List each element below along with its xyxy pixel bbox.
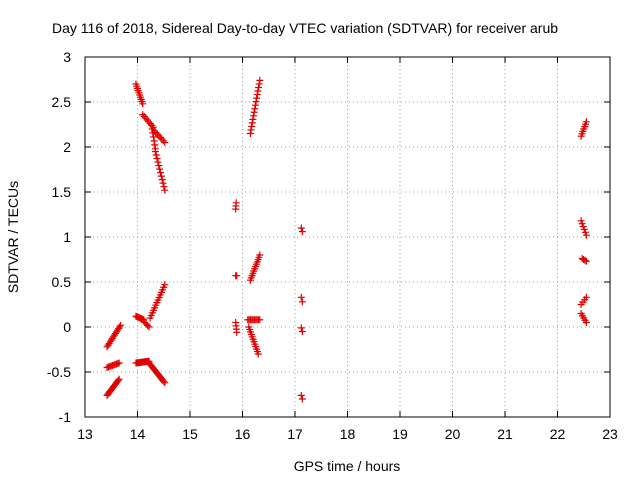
axis-ticks: 13 14 15 16 17 18 19 20 21 22 23 -1 -0.5 0 0.5 1 1.5 2 2.5… — [47, 49, 618, 442]
y-axis-label: SDTVAR / TECUs — [5, 181, 21, 293]
data-point — [297, 324, 305, 332]
data-point — [582, 118, 590, 126]
data-point — [154, 158, 162, 166]
data-point — [160, 377, 168, 385]
data-point — [155, 132, 163, 140]
data-point — [255, 83, 263, 91]
data-point — [152, 151, 160, 159]
data-point — [581, 256, 589, 264]
data-point — [256, 76, 264, 84]
data-point — [254, 87, 262, 95]
data-point — [151, 141, 159, 149]
data-point — [582, 257, 590, 265]
data-point — [161, 139, 169, 146]
data-point — [153, 130, 161, 138]
y-tick-label: 1.5 — [52, 184, 72, 200]
chart-title: Day 116 of 2018, Sidereal Day-to-day VTE… — [52, 20, 558, 36]
data-point — [156, 165, 164, 173]
data-point — [149, 133, 157, 141]
x-tick-label: 19 — [392, 426, 408, 442]
data-point — [251, 105, 259, 113]
data-point — [161, 379, 169, 387]
data-point — [232, 199, 240, 207]
data-points — [103, 76, 590, 403]
data-point — [157, 172, 165, 180]
data-point — [298, 328, 306, 335]
x-tick-label: 17 — [287, 426, 303, 442]
data-point — [298, 228, 306, 236]
data-point — [145, 323, 153, 331]
data-point — [114, 376, 122, 384]
data-point — [248, 119, 256, 127]
data-point — [159, 137, 167, 145]
data-point — [248, 122, 256, 130]
data-point — [153, 155, 161, 163]
data-point — [255, 80, 263, 88]
data-point — [253, 91, 261, 99]
data-point — [161, 281, 169, 289]
data-point — [161, 186, 169, 194]
y-tick-label: 1 — [63, 229, 71, 245]
data-point — [115, 375, 123, 383]
data-point — [144, 322, 152, 329]
data-point — [155, 162, 163, 170]
data-point — [246, 130, 254, 137]
data-point — [253, 94, 261, 102]
data-point — [160, 183, 168, 191]
y-tick-label: 2.5 — [52, 94, 72, 110]
data-point — [159, 179, 167, 187]
x-tick-label: 21 — [497, 426, 513, 442]
x-tick-label: 14 — [130, 426, 146, 442]
data-point — [250, 108, 258, 116]
data-point — [251, 101, 259, 109]
data-point — [150, 137, 158, 145]
data-point — [250, 112, 258, 120]
y-tick-label: 0.5 — [52, 274, 72, 290]
data-point — [151, 148, 159, 155]
data-point — [297, 224, 305, 232]
data-point — [298, 298, 306, 306]
x-tick-label: 23 — [602, 426, 618, 442]
data-point — [249, 115, 257, 123]
y-tick-label: 3 — [63, 49, 71, 65]
y-tick-label: -1 — [59, 409, 72, 425]
data-point — [233, 328, 241, 336]
data-point — [582, 231, 590, 239]
data-point — [158, 135, 166, 143]
data-point — [254, 350, 262, 358]
y-tick-label: -0.5 — [47, 364, 71, 380]
data-point — [233, 272, 241, 280]
x-tick-label: 16 — [235, 426, 251, 442]
data-point — [150, 127, 158, 135]
data-point — [117, 321, 125, 329]
data-point — [158, 176, 166, 184]
x-tick-label: 22 — [550, 426, 566, 442]
data-point — [252, 98, 260, 106]
data-point — [297, 391, 305, 399]
data-point — [582, 293, 590, 301]
data-point — [152, 128, 160, 136]
data-point — [298, 395, 306, 403]
x-axis-label: GPS time / hours — [294, 458, 401, 474]
data-point — [256, 251, 264, 259]
data-point — [582, 319, 590, 326]
y-tick-label: 0 — [63, 319, 71, 335]
data-point — [156, 133, 164, 141]
data-point — [139, 100, 147, 108]
x-tick-label: 18 — [340, 426, 356, 442]
data-point — [247, 126, 255, 134]
data-point — [297, 293, 305, 301]
data-point — [157, 169, 165, 177]
grid — [85, 57, 610, 417]
x-tick-label: 13 — [77, 426, 93, 442]
x-tick-label: 20 — [445, 426, 461, 442]
data-point — [115, 359, 123, 367]
data-point — [116, 323, 124, 331]
data-point — [256, 316, 264, 324]
x-tick-label: 15 — [182, 426, 198, 442]
y-tick-label: 2 — [63, 139, 71, 155]
